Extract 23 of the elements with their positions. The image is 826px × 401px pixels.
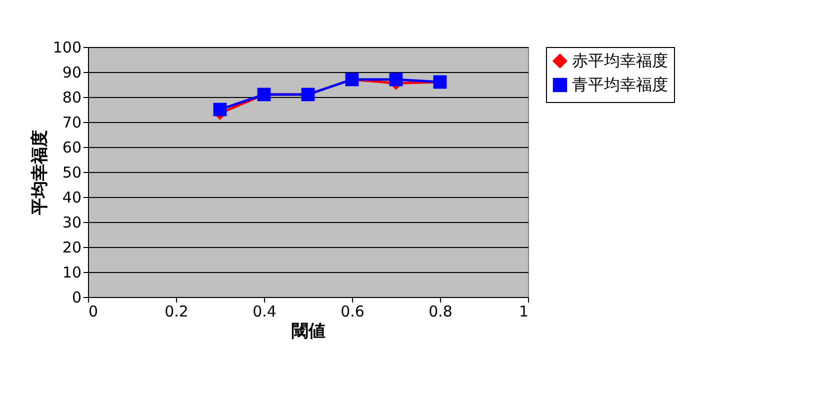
x-tick-label: 1	[518, 302, 528, 320]
y-tick-label: 100	[52, 38, 82, 56]
x-tick-label: 0.4	[252, 302, 276, 320]
y-tick-label: 10	[62, 264, 82, 282]
x-tick-label: 0.2	[164, 302, 188, 320]
x-tick-label: 0	[88, 302, 98, 320]
x-tick-label: 0.6	[340, 302, 364, 320]
point	[213, 102, 227, 116]
y-axis-title: 平均幸福度	[30, 130, 50, 216]
y-tick-label: 60	[62, 138, 82, 156]
y-tick-label: 90	[62, 64, 82, 82]
point	[389, 72, 403, 86]
y-tick-label: 70	[62, 114, 82, 132]
x-tick-label: 0.8	[428, 302, 452, 320]
y-tick-label: 80	[62, 88, 82, 106]
x-axis-title: 閾値	[292, 322, 326, 342]
y-tick-label: 30	[62, 214, 82, 232]
legend-label: 青平均幸福度	[572, 75, 668, 94]
y-tick-label: 40	[62, 188, 82, 206]
legend-label: 赤平均幸福度	[572, 51, 668, 70]
y-tick-label: 20	[62, 238, 82, 256]
y-tick-label: 50	[62, 164, 82, 182]
y-tick-label: 0	[72, 288, 82, 306]
